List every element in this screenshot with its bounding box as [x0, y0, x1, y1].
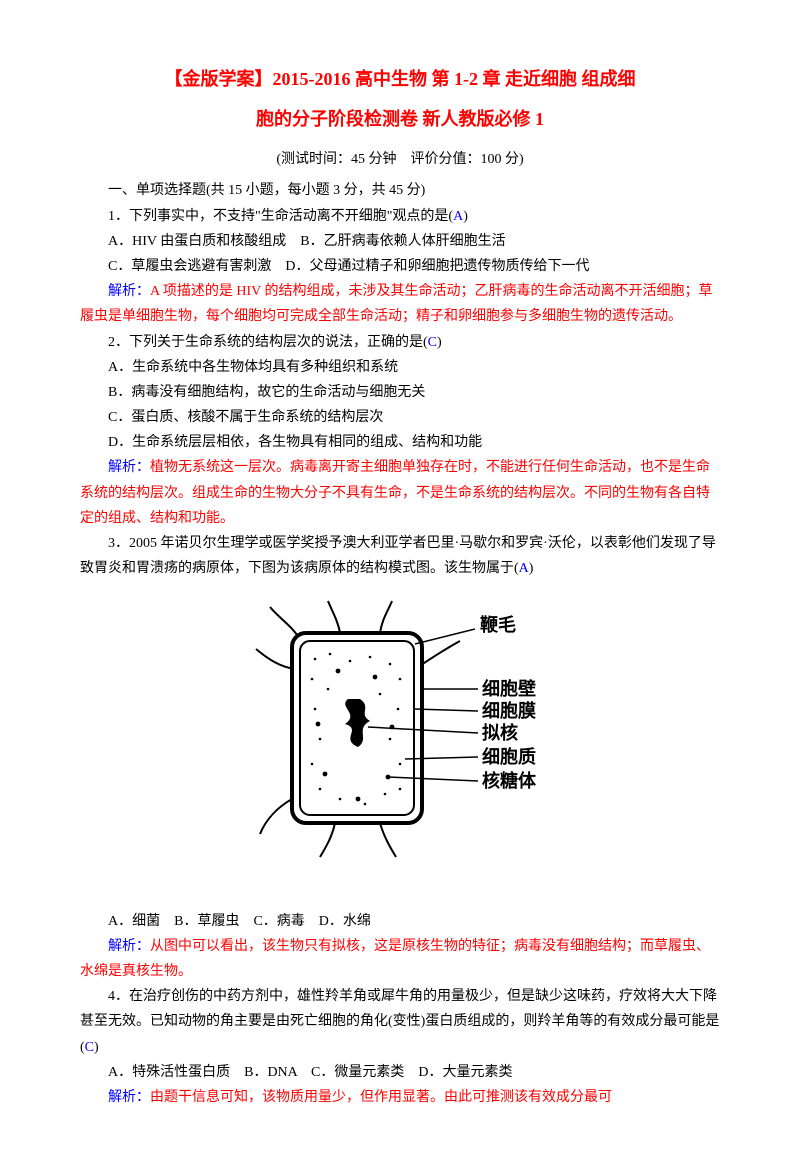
- test-meta: (测试时间：45 分钟 评价分值：100 分): [80, 147, 720, 172]
- q1-analysis-label: 解析：: [108, 284, 150, 299]
- q3-analysis-label: 解析：: [108, 939, 150, 954]
- q2-stem-pre: 2．下列关于生命系统的结构层次的说法，正确的是(: [108, 335, 428, 350]
- q3-answer: A: [519, 561, 529, 576]
- label-cytoplasm: 细胞质: [482, 746, 536, 767]
- label-nucleoid: 拟核: [482, 722, 518, 743]
- q4-analysis-text: 由题干信息可知，该物质用量少，但作用显著。由此可推测该有效成分最可: [150, 1090, 612, 1105]
- q4-opts: A．特殊活性蛋白质 B．DNA C．微量元素类 D．大量元素类: [80, 1060, 720, 1085]
- q3-opts: A．细菌 B．草履虫 C．病毒 D．水绵: [80, 909, 720, 934]
- q1-analysis: 解析：A 项描述的是 HIV 的结构组成，未涉及其生命活动；乙肝病毒的生命活动离…: [80, 279, 720, 329]
- label-wall: 细胞壁: [482, 678, 536, 699]
- q1-answer: A: [453, 209, 463, 224]
- q3-stem: 3．2005 年诺贝尔生理学或医学奖授予澳大利亚学者巴里·马歇尔和罗宾·沃伦，以…: [80, 531, 720, 581]
- q2-stem-post: ): [437, 335, 442, 350]
- q3-stem-post: ): [529, 561, 534, 576]
- title-line-2: 胞的分子阶段检测卷 新人教版必修 1: [80, 100, 720, 140]
- q1-opts-ab: A．HIV 由蛋白质和核酸组成 B．乙肝病毒依赖人体肝细胞生活: [80, 229, 720, 254]
- q2-answer: C: [428, 335, 437, 350]
- q2-opt-d: D．生命系统层层相依，各生物具有相同的组成、结构和功能: [80, 430, 720, 455]
- label-ribosome: 核糖体: [482, 770, 537, 791]
- q1-opts-cd: C．草履虫会逃避有害刺激 D．父母通过精子和卵细胞把遗传物质传给下一代: [80, 254, 720, 279]
- q3-analysis: 解析：从图中可以看出，该生物只有拟核，这是原核生物的特征；病毒没有细胞结构；而草…: [80, 934, 720, 984]
- q3-analysis-text: 从图中可以看出，该生物只有拟核，这是原核生物的特征；病毒没有细胞结构；而草履虫、…: [80, 939, 710, 979]
- q2-opt-c: C．蛋白质、核酸不属于生命系统的结构层次: [80, 405, 720, 430]
- q3-stem-pre: 3．2005 年诺贝尔生理学或医学奖授予澳大利亚学者巴里·马歇尔和罗宾·沃伦，以…: [80, 536, 716, 576]
- label-flagellum: 鞭毛: [480, 614, 516, 635]
- q2-opt-a: A．生命系统中各生物体均具有多种组织和系统: [80, 355, 720, 380]
- label-membrane: 细胞膜: [482, 700, 536, 721]
- doc-title: 【金版学案】2015-2016 高中生物 第 1-2 章 走近细胞 组成细 胞的…: [80, 60, 720, 139]
- q1-analysis-text: A 项描述的是 HIV 的结构组成，未涉及其生命活动；乙肝病毒的生命活动离不开活…: [80, 284, 712, 324]
- q4-stem: 4．在治疗创伤的中药方剂中，雄性羚羊角或犀牛角的用量极少，但是缺少这味药，疗效将…: [80, 984, 720, 1060]
- q4-analysis-label: 解析：: [108, 1090, 150, 1105]
- section-1-heading: 一、单项选择题(共 15 小题，每小题 3 分，共 45 分): [80, 178, 720, 203]
- cell-diagram: 鞭毛 细胞壁 细胞膜 拟核 细胞质 核糖体: [80, 599, 720, 868]
- q2-stem: 2．下列关于生命系统的结构层次的说法，正确的是(C): [80, 330, 720, 355]
- cell-diagram-svg: 鞭毛 细胞壁 细胞膜 拟核 细胞质 核糖体: [220, 599, 580, 859]
- q2-analysis-label: 解析：: [108, 460, 150, 475]
- q1-stem-post: ): [463, 209, 468, 224]
- q4-answer: C: [85, 1040, 94, 1055]
- q2-analysis-text: 植物无系统这一层次。病毒离开寄主细胞单独存在时，不能进行任何生命活动，也不是生命…: [80, 460, 710, 525]
- q4-stem-post: ): [94, 1040, 99, 1055]
- q2-analysis: 解析：植物无系统这一层次。病毒离开寄主细胞单独存在时，不能进行任何生命活动，也不…: [80, 455, 720, 531]
- q1-stem-pre: 1．下列事实中，不支持"生命活动离不开细胞"观点的是(: [108, 209, 453, 224]
- q1-stem: 1．下列事实中，不支持"生命活动离不开细胞"观点的是(A): [80, 204, 720, 229]
- q4-stem-pre: 4．在治疗创伤的中药方剂中，雄性羚羊角或犀牛角的用量极少，但是缺少这味药，疗效将…: [80, 989, 719, 1054]
- q2-opt-b: B．病毒没有细胞结构，故它的生命活动与细胞无关: [80, 380, 720, 405]
- title-line-1: 【金版学案】2015-2016 高中生物 第 1-2 章 走近细胞 组成细: [80, 60, 720, 100]
- page-container: 【金版学案】2015-2016 高中生物 第 1-2 章 走近细胞 组成细 胞的…: [0, 0, 800, 1150]
- q4-analysis: 解析：由题干信息可知，该物质用量少，但作用显著。由此可推测该有效成分最可: [80, 1085, 720, 1110]
